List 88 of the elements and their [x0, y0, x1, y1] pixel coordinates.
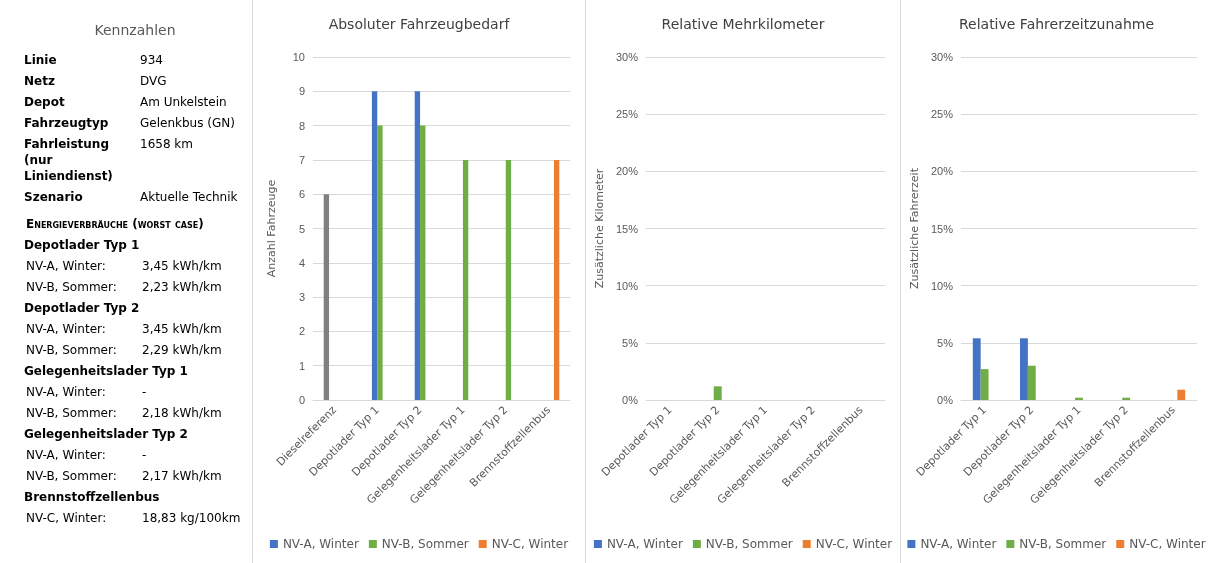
text: -	[142, 447, 147, 463]
bar	[377, 125, 383, 400]
legend-label: NV-A, Winter	[920, 537, 997, 551]
y-tick-label: 2	[298, 325, 305, 338]
y-tick-label: 10	[292, 51, 305, 63]
y-tick-label: 1	[298, 359, 305, 372]
y-tick-label: 6	[298, 188, 305, 201]
text: Kennzahlen	[93, 22, 177, 38]
y-tick-label: 0%	[937, 394, 954, 406]
y-tick-label: 8	[298, 119, 305, 132]
bar	[1020, 338, 1028, 400]
text: 18,83 kg/100km	[142, 510, 241, 526]
text: NV-B, Sommer:	[26, 279, 118, 295]
text: NV-C, Winter:	[26, 510, 108, 526]
y-tick-label: 15%	[930, 222, 954, 235]
text: 2,18 kWh/km	[142, 405, 222, 421]
legend-label: NV-C, Winter	[491, 537, 569, 551]
bar	[323, 194, 330, 400]
text: Depotlader Typ 2	[24, 300, 140, 316]
text: 3,45 kWh/km	[142, 321, 222, 337]
text: 2,17 kWh/km	[142, 468, 222, 484]
bar	[980, 369, 989, 400]
chart-title: Absoluter Fahrzeugbedarf	[328, 16, 511, 32]
y-tick-label: 0	[298, 394, 305, 406]
bar	[1027, 365, 1036, 400]
text: NV-A, Winter:	[26, 321, 107, 337]
y-tick-label: 9	[298, 85, 305, 98]
text: Szenario	[24, 189, 84, 205]
bar	[972, 338, 981, 400]
text: Gelegenheitslader Typ 1	[24, 363, 188, 379]
text: NV-B, Sommer:	[26, 405, 118, 421]
legend-label: NV-A, Winter	[282, 537, 359, 551]
text: 1658 km	[140, 136, 193, 153]
text: DVG	[140, 73, 167, 89]
y-axis-title: Anzahl Fahrzeuge	[265, 179, 278, 278]
text: Fahrzeugtyp	[24, 115, 110, 131]
legend-label: NV-B, Sommer	[381, 537, 469, 551]
text: NV-B, Sommer:	[26, 342, 118, 358]
text: NV-A, Winter:	[26, 447, 107, 463]
y-tick-label: 25%	[930, 108, 954, 121]
y-tick-label: 30%	[615, 51, 639, 63]
chart-title: Relative Mehrkilometer	[661, 16, 825, 32]
text: 3,45 kWh/km	[142, 258, 222, 274]
y-tick-label: 30%	[930, 51, 954, 63]
text: Aktuelle Technik	[140, 189, 238, 205]
y-tick-label: 10%	[930, 279, 954, 292]
y-tick-label: 3	[298, 291, 305, 304]
bar	[505, 159, 512, 400]
legend-label: NV-A, Winter	[606, 537, 683, 551]
text: 934	[140, 52, 163, 68]
bar	[414, 91, 421, 400]
text: -	[142, 384, 147, 400]
legend-label: NV-B, Sommer	[1019, 537, 1107, 551]
text: Linie	[24, 52, 58, 68]
text: NV-B, Sommer:	[26, 468, 118, 484]
y-tick-label: 20%	[930, 165, 954, 178]
text: Gelenkbus (GN)	[140, 115, 235, 131]
y-tick-label: 25%	[615, 108, 639, 121]
text: NV-A, Winter:	[26, 258, 107, 274]
legend-label: NV-C, Winter	[1129, 537, 1206, 551]
bar	[420, 125, 426, 400]
y-axis-title: Zusätzliche Fahrerzeit	[908, 167, 922, 289]
text: Netz	[24, 73, 56, 89]
text: Energieverbräuche (worst case)	[26, 216, 204, 232]
bar	[553, 159, 560, 400]
text: 2,23 kWh/km	[142, 279, 222, 295]
legend-label: NV-C, Winter	[815, 537, 893, 551]
y-tick-label: 0%	[622, 394, 639, 406]
chart-title: Relative Fahrerzeitzunahme	[958, 16, 1155, 32]
y-axis-title: Zusätzliche Kilometer	[593, 168, 607, 289]
text: Fahrleistung (nur Liniendienst)	[24, 136, 114, 184]
y-tick-label: 20%	[615, 165, 639, 178]
y-tick-label: 5%	[937, 336, 954, 349]
text: Depot	[24, 94, 66, 110]
legend-label: NV-B, Sommer	[705, 537, 793, 551]
bar	[462, 159, 469, 400]
text: Am Unkelstein	[140, 94, 227, 110]
y-tick-label: 5%	[622, 336, 639, 349]
y-tick-label: 7	[298, 153, 305, 166]
y-tick-label: 4	[298, 256, 305, 269]
text: Depotlader Typ 1	[24, 237, 140, 253]
y-tick-label: 15%	[615, 222, 639, 235]
text: NV-A, Winter:	[26, 384, 107, 400]
y-tick-label: 10%	[615, 279, 639, 292]
y-tick-label: 5	[298, 222, 305, 235]
bar	[1177, 389, 1186, 400]
bar	[371, 91, 378, 400]
text: 2,29 kWh/km	[142, 342, 222, 358]
